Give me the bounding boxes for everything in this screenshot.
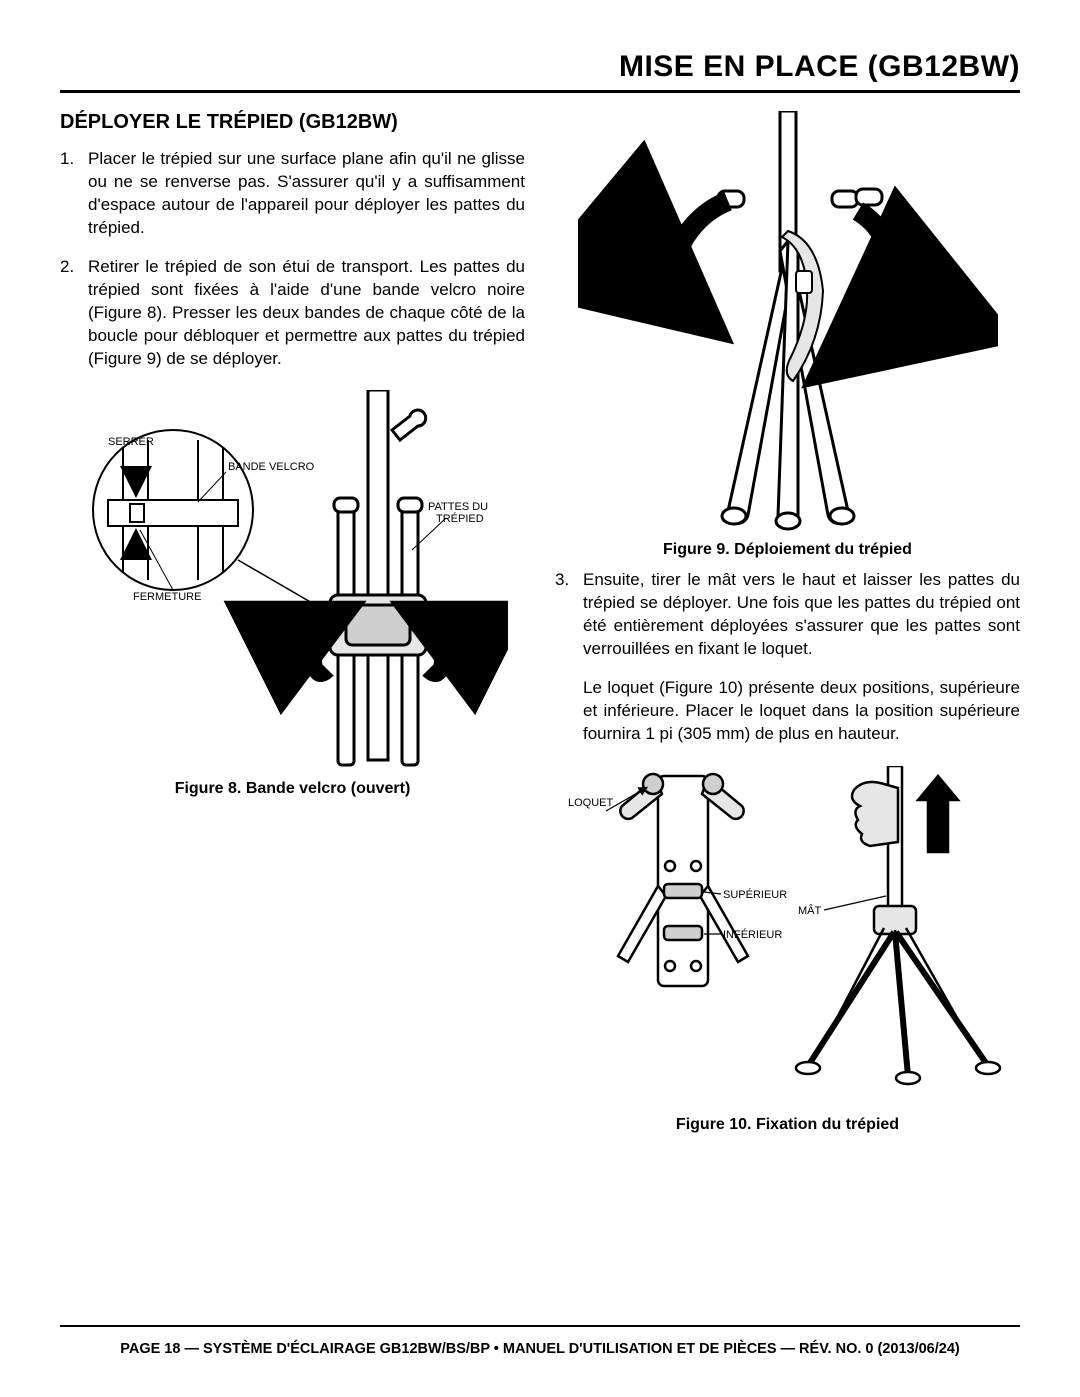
step-3: 3.Ensuite, tirer le mât vers le haut et … — [555, 569, 1020, 661]
figure-10: LOQUET SUPÉRIEUR INFÉRIEUR — [555, 766, 1020, 1134]
page-footer: PAGE 18 — SYSTÈME D'ÉCLAIRAGE GB12BW/BS/… — [60, 1341, 1020, 1357]
figure-8-svg: SERRER BANDE VELCRO FERMETURE PATTES DUT… — [78, 390, 508, 770]
fig8-label-bande: BANDE VELCRO — [228, 461, 315, 473]
fig9-label-deploiement: DÉPLOIEMENT — [598, 291, 677, 304]
left-column: DÉPLOYER LE TRÉPIED (GB12BW) 1.Placer le… — [60, 111, 525, 1144]
step-3-text: Ensuite, tirer le mât vers le haut et la… — [583, 570, 1020, 658]
step-2: 2.Retirer le trépied de son étui de tran… — [60, 256, 525, 371]
page-title: MISE EN PLACE (GB12BW) — [60, 50, 1020, 84]
footer-rule — [60, 1325, 1020, 1327]
step-1-text: Placer le trépied sur une surface plane … — [88, 149, 525, 237]
instruction-list: 1.Placer le trépied sur une surface plan… — [60, 148, 525, 370]
figure-8: SERRER BANDE VELCRO FERMETURE PATTES DUT… — [60, 390, 525, 798]
step-2-text: Retirer le trépied de son étui de transp… — [88, 257, 525, 368]
title-rule — [60, 90, 1020, 93]
fig10-label-loquet: LOQUET — [568, 797, 614, 809]
step-1: 1.Placer le trépied sur une surface plan… — [60, 148, 525, 240]
figure-9: DÉPLOIEMENT Figure 9. Déploiement du tré… — [555, 111, 1020, 559]
figure-8-caption: Figure 8. Bande velcro (ouvert) — [60, 780, 525, 798]
fig10-label-inferieur: INFÉRIEUR — [723, 928, 782, 941]
fig8-label-fermeture: FERMETURE — [133, 591, 201, 603]
section-heading: DÉPLOYER LE TRÉPIED (GB12BW) — [60, 111, 525, 134]
fig10-label-superieur: SUPÉRIEUR — [723, 888, 787, 901]
figure-10-caption: Figure 10. Fixation du trépied — [555, 1116, 1020, 1134]
fig8-label-serrer: SERRER — [108, 436, 154, 448]
right-column: DÉPLOIEMENT Figure 9. Déploiement du tré… — [555, 111, 1020, 1144]
fig8-label-pattes: PATTES DUTRÉPIED — [428, 501, 488, 525]
instruction-list-right: 3.Ensuite, tirer le mât vers le haut et … — [555, 569, 1020, 661]
fig10-label-mat: MÂT — [798, 904, 822, 917]
figure-10-svg: LOQUET SUPÉRIEUR INFÉRIEUR — [558, 766, 1018, 1106]
figure-9-svg: DÉPLOIEMENT — [578, 111, 998, 531]
latch-paragraph: Le loquet (Figure 10) présente deux posi… — [583, 677, 1020, 746]
two-column-layout: DÉPLOYER LE TRÉPIED (GB12BW) 1.Placer le… — [60, 111, 1020, 1144]
figure-9-caption: Figure 9. Déploiement du trépied — [555, 541, 1020, 559]
